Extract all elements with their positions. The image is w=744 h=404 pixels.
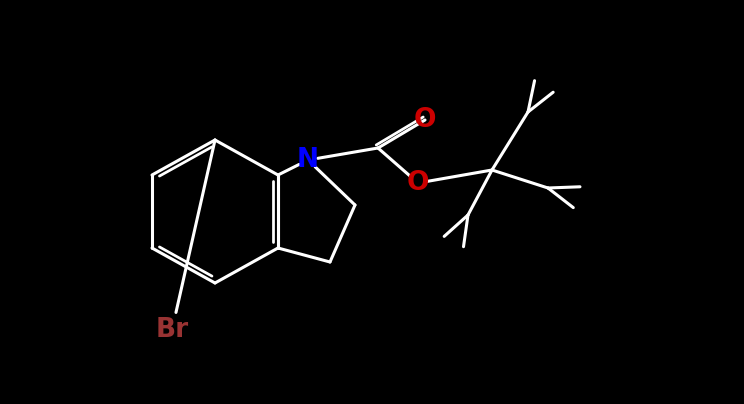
Text: Br: Br — [155, 317, 188, 343]
Text: O: O — [414, 107, 436, 133]
Text: N: N — [297, 147, 319, 173]
Text: O: O — [407, 170, 429, 196]
